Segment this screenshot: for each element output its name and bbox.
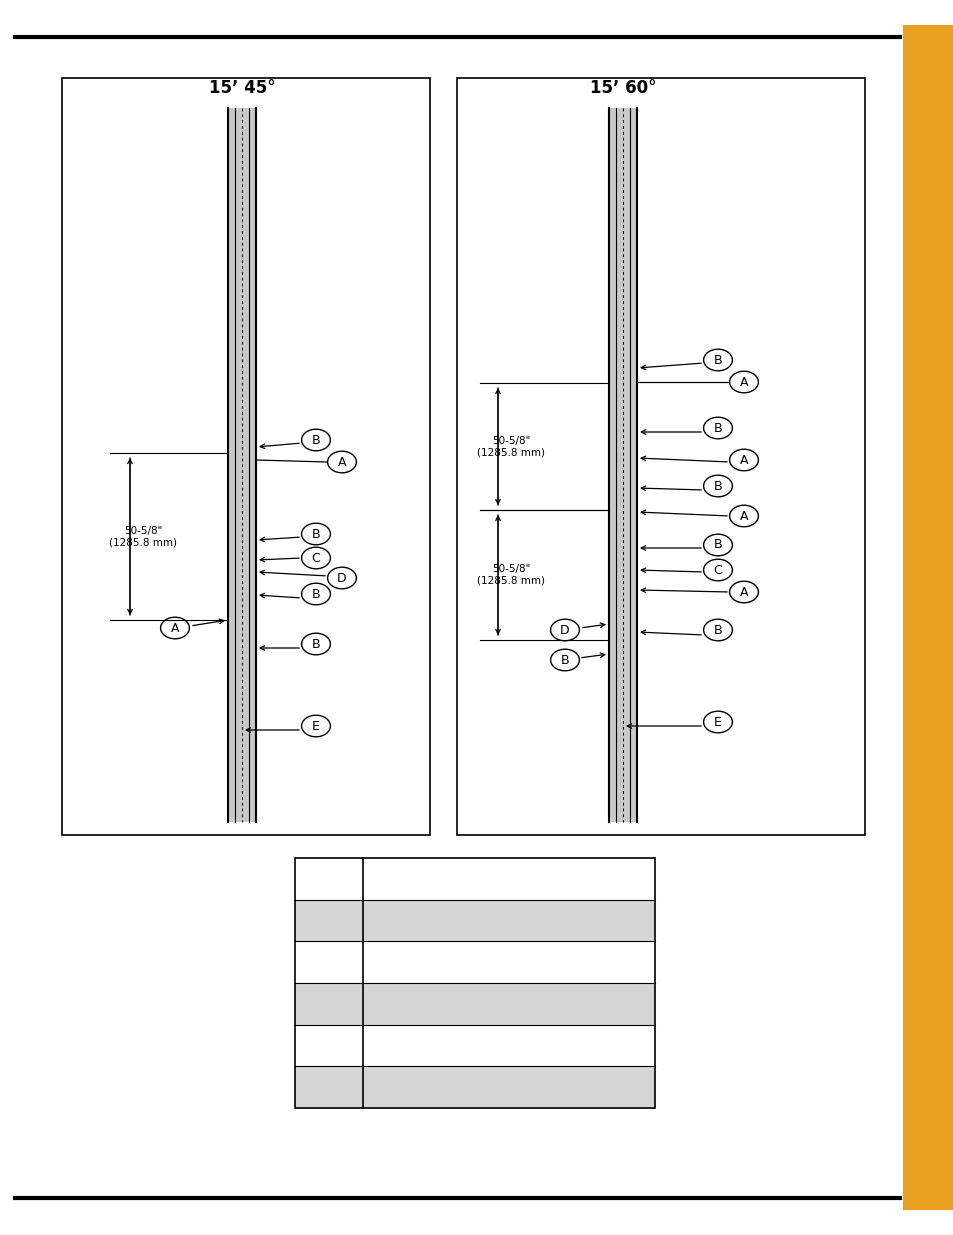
Text: 50-5/8"
(1285.8 mm): 50-5/8" (1285.8 mm)	[476, 436, 544, 457]
Bar	[294, 1066, 655, 1108]
Text: B: B	[713, 538, 721, 552]
Bar	[294, 858, 655, 1108]
Text: 15’ 60°: 15’ 60°	[589, 79, 656, 98]
Text: B: B	[312, 588, 320, 600]
Text: 50-5/8"
(1285.8 mm): 50-5/8" (1285.8 mm)	[476, 564, 544, 585]
Bar	[228, 107, 255, 823]
Text: A: A	[739, 375, 747, 389]
Text: B: B	[312, 527, 320, 541]
Bar	[902, 25, 953, 1210]
Text: A: A	[337, 456, 346, 468]
Bar	[62, 78, 430, 835]
Text: B: B	[713, 479, 721, 493]
Bar	[294, 899, 655, 941]
Text: A: A	[739, 585, 747, 599]
Text: A: A	[171, 621, 179, 635]
Text: B: B	[713, 624, 721, 636]
Text: A: A	[739, 510, 747, 522]
Text: C: C	[713, 563, 721, 577]
Bar	[608, 107, 637, 823]
Bar	[294, 983, 655, 1025]
Text: B: B	[312, 637, 320, 651]
Text: 50-5/8"
(1285.8 mm): 50-5/8" (1285.8 mm)	[109, 526, 177, 547]
Text: E: E	[713, 715, 721, 729]
Text: A: A	[739, 453, 747, 467]
Bar	[456, 78, 864, 835]
Text: B: B	[713, 421, 721, 435]
Text: B: B	[560, 653, 569, 667]
Text: B: B	[713, 353, 721, 367]
Text: B: B	[312, 433, 320, 447]
Text: 15’ 45°: 15’ 45°	[209, 79, 275, 98]
Text: C: C	[312, 552, 320, 564]
Text: D: D	[559, 624, 569, 636]
Text: E: E	[312, 720, 319, 732]
Text: D: D	[336, 572, 347, 584]
